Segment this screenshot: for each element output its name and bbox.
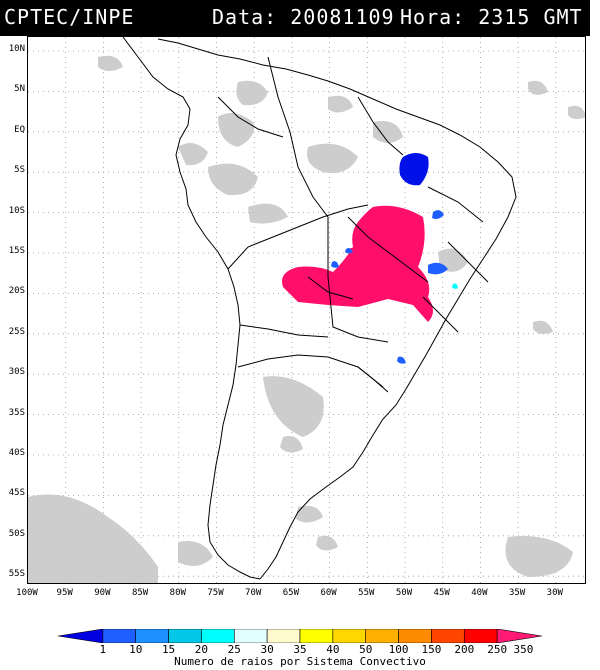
longitude-label: 70W: [245, 588, 262, 598]
longitude-label: 100W: [16, 588, 38, 598]
latitude-label: 5S: [14, 165, 25, 176]
colorbar-segment: [463, 629, 498, 643]
colorbar-segment: [398, 629, 432, 643]
longitude-label: 35W: [508, 588, 526, 598]
cloud-cover: [28, 55, 585, 583]
latitude-label: 50S: [8, 528, 25, 539]
colorbar-segment: [266, 629, 301, 643]
longitude-label: 60W: [320, 588, 337, 598]
colorbar-segment: [201, 629, 235, 643]
convective-system-ne: [399, 153, 429, 186]
colorbar-segment: [332, 629, 367, 643]
latitude-label: EQ: [14, 124, 25, 135]
colorbar-segment: [58, 629, 104, 643]
colorbar-segment: [299, 629, 334, 643]
colorbar: [58, 629, 542, 643]
colorbar-segment: [135, 629, 169, 643]
colorbar-segment: [496, 629, 542, 643]
colorbar-label: 35: [293, 643, 307, 656]
colorbar-label: 20: [194, 643, 209, 656]
colorbar-label: 25: [227, 643, 241, 656]
convective-system-large: [282, 205, 433, 322]
latitude-label: 55S: [8, 569, 25, 580]
colorbar-label: 1: [99, 643, 107, 656]
longitude-label: 45W: [433, 588, 450, 598]
latitude-label: 10N: [8, 44, 25, 54]
org-title: CPTEC/INPE: [4, 5, 135, 29]
longitude-label: 90W: [94, 588, 111, 598]
latitude-label: 15S: [8, 246, 25, 256]
colorbar-segment: [168, 629, 202, 643]
colorbar-label: 40: [326, 643, 340, 656]
colorbar-label: 350: [513, 643, 534, 656]
colorbar-segment: [233, 629, 268, 643]
longitude-label: 30W: [546, 588, 563, 598]
latitude-label: 20S: [8, 286, 25, 297]
latitude-label: 45S: [8, 488, 25, 499]
colorbar-label: 30: [260, 643, 274, 656]
map-canvas: [28, 37, 585, 583]
colorbar-segment: [365, 629, 399, 643]
colorbar-label: 200: [454, 643, 475, 656]
latitude-label: 5N: [14, 84, 25, 95]
convective-cells-blue: [331, 210, 448, 364]
date-label: Data: 20081109: [212, 5, 395, 29]
colorbar-label: 150: [421, 643, 442, 656]
longitude-label: 80W: [169, 588, 186, 598]
colorbar-segment: [431, 629, 465, 643]
longitude-label: 40W: [471, 588, 488, 598]
latitude-label: 25S: [8, 326, 25, 337]
latitude-label: 30S: [8, 367, 25, 378]
latitude-label: 35S: [8, 407, 25, 418]
colorbar-label: 15: [161, 643, 176, 656]
colorbar-caption: Numero de raios por Sistema Convectivo: [174, 655, 426, 668]
longitude-label: 55W: [358, 588, 375, 598]
coastline: [122, 37, 517, 580]
longitude-label: 65W: [282, 588, 300, 598]
longitude-label: 50W: [395, 588, 413, 598]
map-panel: [27, 36, 586, 584]
longitude-label: 75W: [207, 588, 224, 598]
time-label: Hora: 2315 GMT: [400, 5, 583, 29]
graticule: [28, 37, 585, 583]
latitude-label: 10S: [8, 205, 25, 216]
convective-cells-cyan: [452, 283, 458, 289]
colorbar-label: 50: [359, 643, 373, 656]
header-bar: CPTEC/INPE Data: 20081109 Hora: 2315 GMT: [0, 0, 590, 36]
longitude-label: 95W: [56, 588, 73, 598]
colorbar-label: 250: [487, 643, 508, 656]
latitude-label: 40S: [8, 448, 25, 458]
longitude-label: 85W: [131, 588, 149, 598]
colorbar-label: 100: [388, 643, 409, 656]
colorbar-label: 10: [129, 643, 143, 656]
colorbar-segment: [102, 629, 137, 643]
